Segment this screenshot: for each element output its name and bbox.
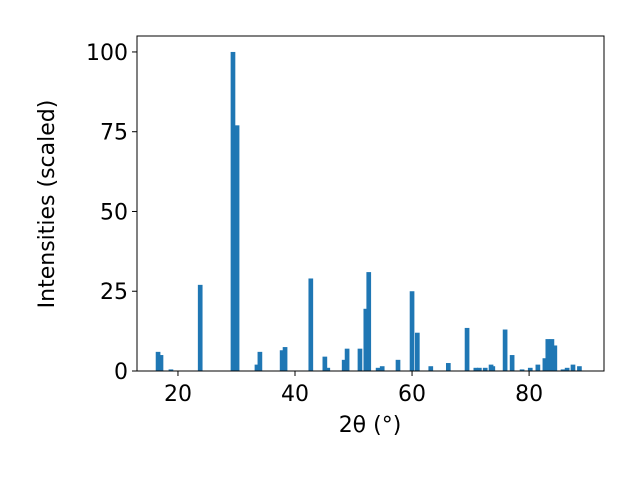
bar <box>158 355 164 371</box>
bar <box>445 363 451 371</box>
bar <box>428 366 434 371</box>
y-tick-label: 0 <box>114 360 128 385</box>
bar <box>197 284 203 371</box>
bar <box>341 359 347 371</box>
bar <box>395 359 401 371</box>
bar <box>168 369 174 371</box>
bar <box>473 367 479 371</box>
bar <box>308 278 314 371</box>
bar <box>577 366 582 371</box>
bar <box>564 367 570 371</box>
y-tick-label: 50 <box>100 200 128 225</box>
bar <box>464 327 470 371</box>
bar <box>257 351 263 371</box>
bar <box>560 369 566 371</box>
bar <box>279 350 285 371</box>
x-tick-label: 40 <box>281 382 309 407</box>
bar <box>254 364 260 371</box>
bar <box>344 348 350 371</box>
bar <box>414 332 420 371</box>
bar <box>552 345 558 371</box>
bar <box>549 339 555 371</box>
bar <box>482 367 488 371</box>
y-tick-label: 75 <box>100 121 128 146</box>
bar <box>322 356 328 371</box>
x-axis-label: 2θ (°) <box>339 413 402 438</box>
bar <box>502 329 508 371</box>
bar <box>570 364 576 371</box>
x-tick-label: 60 <box>398 382 426 407</box>
bar <box>527 367 533 371</box>
bar <box>519 369 525 371</box>
bar <box>325 367 331 371</box>
bar <box>234 125 240 371</box>
bar <box>509 355 515 371</box>
y-tick-label: 25 <box>100 280 128 305</box>
bar <box>366 272 372 371</box>
bar <box>282 347 288 371</box>
bar <box>155 351 161 371</box>
bar <box>535 364 541 371</box>
x-tick-label: 80 <box>515 382 543 407</box>
x-tick-label: 20 <box>164 382 192 407</box>
bar <box>357 348 363 371</box>
bar <box>230 51 236 371</box>
bar <box>490 366 496 371</box>
bar <box>363 308 369 371</box>
bar <box>379 366 385 371</box>
bar <box>477 367 482 371</box>
bar <box>545 339 551 371</box>
plot-frame <box>136 35 605 372</box>
y-tick-label: 100 <box>86 41 128 66</box>
bar <box>375 367 381 371</box>
bar <box>542 358 548 371</box>
y-axis-label: Intensities (scaled) <box>35 100 60 309</box>
bar <box>409 291 415 371</box>
